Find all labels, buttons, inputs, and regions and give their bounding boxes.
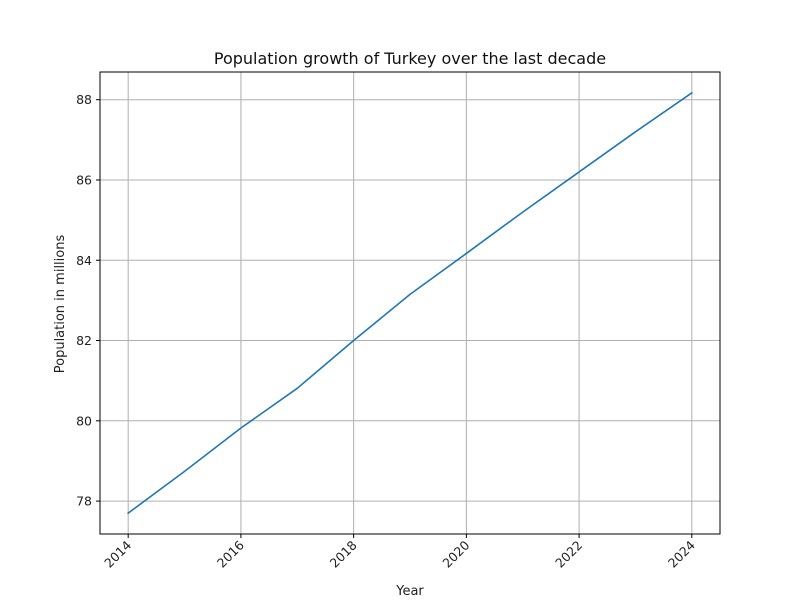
y-tick-label: 88 <box>76 92 92 107</box>
plot-area-frame <box>99 71 721 535</box>
series-layer <box>127 91 693 515</box>
grid <box>100 72 720 534</box>
y-axis-label: Population in millions <box>53 235 68 374</box>
x-axis-label: Year <box>395 584 424 599</box>
y-tick-label: 78 <box>76 494 92 509</box>
y-tick-label: 86 <box>76 172 92 187</box>
series-line <box>127 91 693 515</box>
y-tick-label: 84 <box>76 253 92 268</box>
y-tick-label: 82 <box>76 333 92 348</box>
chart-title: Population growth of Turkey over the las… <box>214 49 606 68</box>
y-axis: 78 80 82 84 86 88 <box>76 92 100 509</box>
y-tick-label: 80 <box>76 413 92 428</box>
